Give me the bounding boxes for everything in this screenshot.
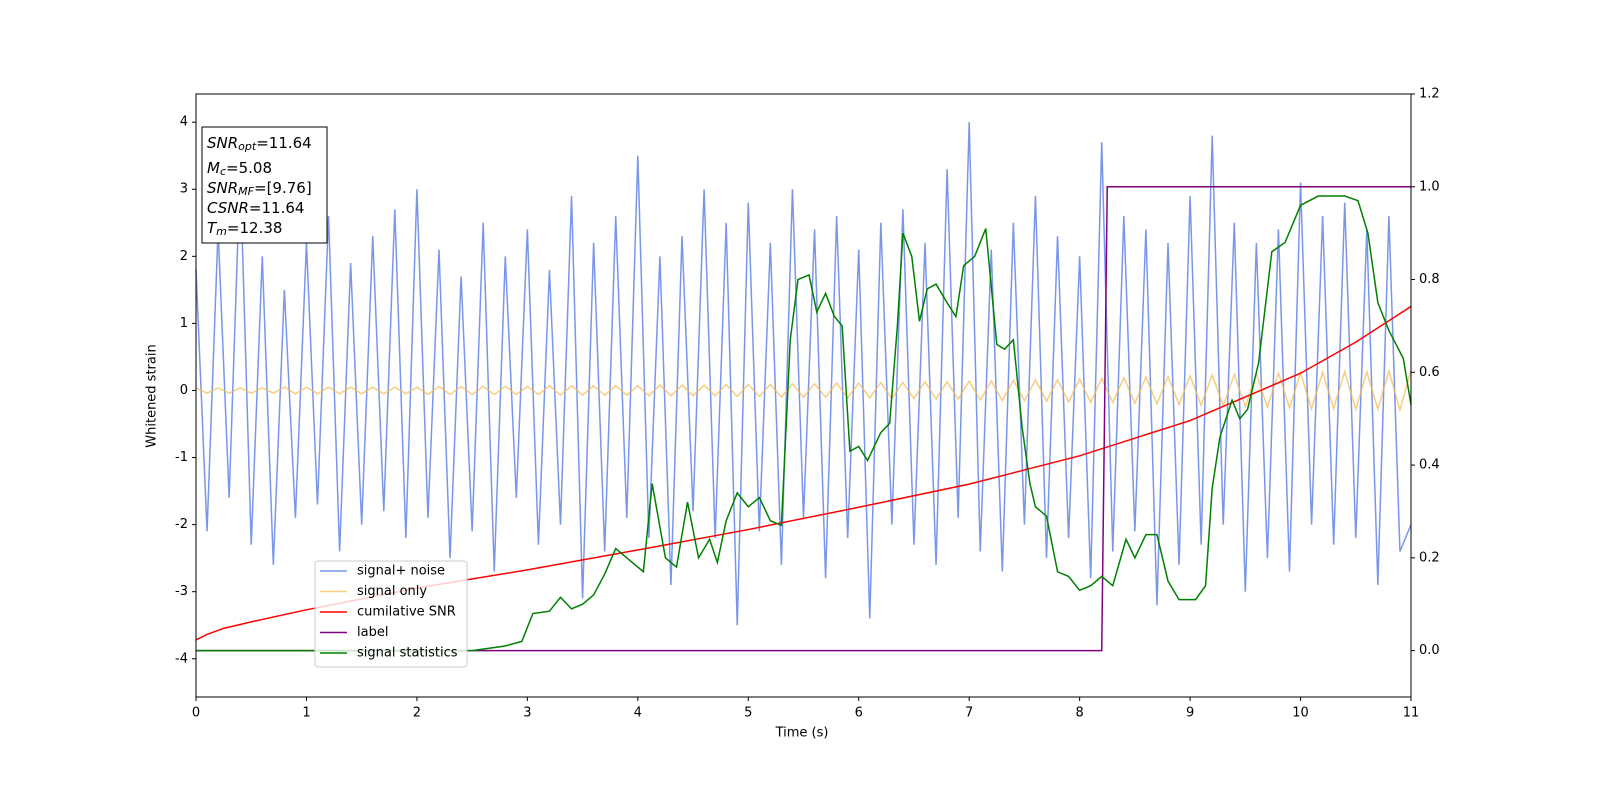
- y-tick-label: -3: [175, 584, 188, 599]
- y-tick-label: -1: [175, 450, 188, 465]
- annotation-symbol: T: [207, 219, 218, 237]
- annotation-value: =[9.76]: [254, 179, 312, 197]
- y2-tick-label: 1.2: [1419, 87, 1440, 102]
- x-tick-label: 8: [1075, 706, 1083, 721]
- series-line: [195, 368, 1412, 413]
- x-tick-label: 9: [1186, 706, 1194, 721]
- annotation-subscript: m: [216, 225, 227, 238]
- y-tick-label: -4: [175, 651, 188, 666]
- y2-tick-label: 0.2: [1419, 550, 1440, 565]
- x-tick-label: 4: [634, 706, 642, 721]
- series-line: [195, 305, 1412, 641]
- x-tick-label: 2: [413, 706, 421, 721]
- annotation-symbol: M: [207, 159, 220, 177]
- annotation-subscript: opt: [238, 140, 257, 153]
- annotation-subscript: c: [220, 165, 226, 178]
- series-line: [196, 195, 1412, 652]
- y2-tick-label: 0.6: [1419, 365, 1440, 380]
- annotation-value: =11.64: [249, 199, 305, 217]
- annotation-subscript: MF: [238, 185, 254, 198]
- y2-tick-label: 0.0: [1419, 643, 1440, 658]
- annotation-symbol: SNR: [207, 179, 238, 197]
- y-tick-label: 0: [180, 383, 188, 398]
- x-tick-label: 5: [744, 706, 752, 721]
- legend-box: [314, 560, 468, 668]
- annotation-value: =5.08: [226, 159, 272, 177]
- y-axis-label: Whitened strain: [145, 344, 160, 447]
- x-tick-label: 1: [302, 706, 310, 721]
- y-tick-label: 1: [180, 316, 188, 331]
- y2-tick-label: 0.8: [1419, 272, 1440, 287]
- annotation-symbol: CSNR: [207, 199, 249, 217]
- y2-tick-label: 1.0: [1419, 179, 1440, 194]
- annotation-box: [201, 126, 328, 244]
- annotation-line: SNRopt=11.64: [207, 134, 312, 154]
- y-tick-label: 3: [180, 182, 188, 197]
- y-tick-label: 4: [180, 115, 188, 130]
- annotation-symbol: SNR: [207, 134, 238, 152]
- x-tick-label: 3: [523, 706, 531, 721]
- y-tick-label: 2: [180, 249, 188, 264]
- annotation-line: SNRMF=[9.76]: [207, 179, 312, 199]
- y-tick-label: -2: [175, 517, 188, 532]
- legend-label: label: [357, 625, 388, 640]
- annotation-line: Mc=5.08: [207, 159, 272, 179]
- series-line: [195, 122, 1412, 626]
- x-tick-label: 11: [1403, 706, 1420, 721]
- x-tick-label: 7: [965, 706, 973, 721]
- legend-label: signal only: [357, 584, 427, 599]
- y2-tick-label: 0.4: [1419, 458, 1440, 473]
- annotation-line: Tm=12.38: [207, 219, 282, 239]
- annotation-line: CSNR=11.64: [207, 199, 304, 217]
- legend-label: signal statistics: [357, 646, 458, 661]
- x-tick-label: 6: [855, 706, 863, 721]
- legend-label: cumilative SNR: [357, 605, 456, 620]
- annotation-value: =12.38: [227, 219, 283, 237]
- plot-frame: [195, 93, 1412, 698]
- legend-label: signal+ noise: [357, 564, 445, 579]
- x-axis-label: Time (s): [775, 726, 829, 741]
- x-tick-label: 0: [192, 706, 200, 721]
- annotation-value: =11.64: [256, 134, 312, 152]
- series-line: [196, 186, 1411, 652]
- x-tick-label: 10: [1292, 706, 1309, 721]
